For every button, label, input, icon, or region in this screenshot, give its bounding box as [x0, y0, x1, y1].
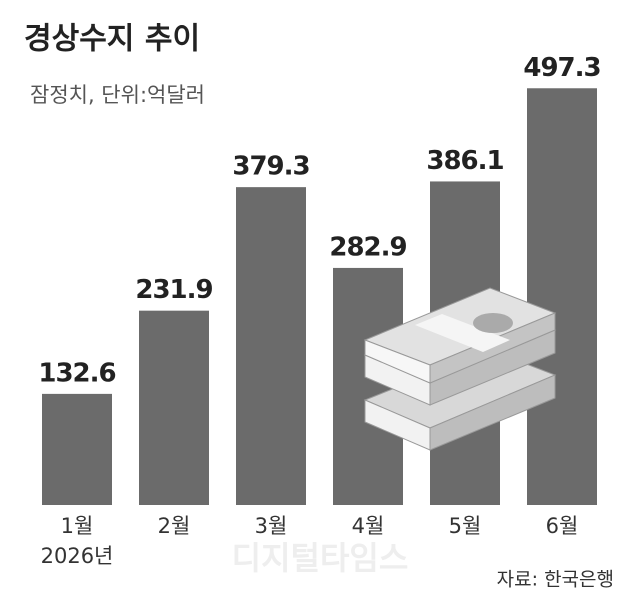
watermark: 디지털타임스 [232, 539, 409, 577]
x-tick-label: 2월 [158, 514, 191, 538]
value-label: 497.3 [523, 53, 600, 83]
bar [42, 393, 112, 505]
value-label: 379.3 [232, 152, 309, 182]
year-label: 2026년 [41, 544, 114, 568]
money-illustration [363, 287, 557, 451]
value-label: 231.9 [135, 275, 212, 305]
bar [527, 88, 597, 505]
chart-title: 경상수지 추이 [24, 22, 200, 57]
x-tick-label: 3월 [255, 514, 288, 538]
x-tick-label: 1월 [61, 514, 94, 538]
chart-subtitle: 잠정치, 단위:억달러 [30, 83, 205, 107]
value-label: 132.6 [38, 358, 115, 388]
bar [139, 310, 209, 505]
source: 자료: 한국은행 [497, 569, 614, 591]
x-tick-label: 4월 [352, 514, 385, 538]
x-tick-label: 5월 [449, 514, 482, 538]
value-label: 282.9 [329, 232, 406, 262]
bar [236, 187, 306, 505]
x-tick-label: 6월 [546, 514, 579, 538]
value-label: 386.1 [426, 146, 503, 176]
